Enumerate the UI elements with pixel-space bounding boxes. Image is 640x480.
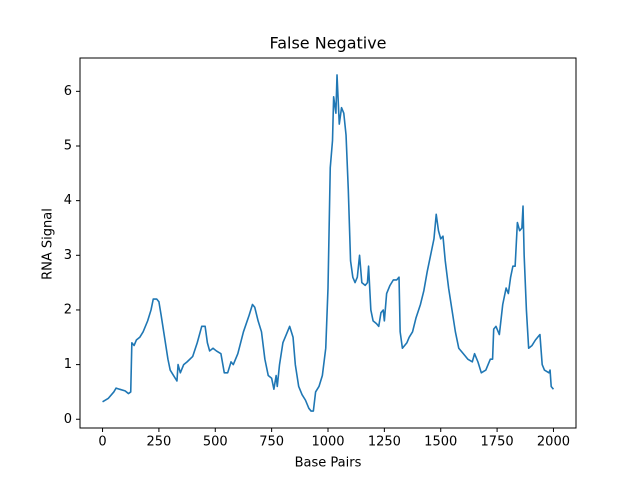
y-tick-label: 2: [64, 302, 72, 317]
y-tick-label: 6: [64, 84, 72, 99]
x-tick-label: 750: [259, 435, 284, 450]
x-tick-label: 500: [203, 435, 228, 450]
x-tick-label: 250: [146, 435, 171, 450]
y-axis-label: RNA Signal: [41, 208, 56, 280]
y-tick-label: 5: [64, 138, 72, 153]
x-tick-label: 0: [98, 435, 106, 450]
x-tick-label: 1750: [481, 435, 514, 450]
chart-title: False Negative: [269, 34, 386, 53]
x-tick-label: 1250: [368, 435, 401, 450]
y-tick-label: 3: [64, 248, 72, 263]
x-tick-label: 2000: [537, 435, 570, 450]
y-tick-label: 1: [64, 357, 72, 372]
y-tick-label: 0: [64, 412, 72, 427]
x-axis-label: Base Pairs: [295, 456, 362, 471]
x-tick-label: 1500: [424, 435, 457, 450]
data-line: [102, 74, 555, 412]
x-tick-label: 1000: [311, 435, 344, 450]
y-tick-label: 4: [64, 193, 72, 208]
plot-frame: [79, 57, 577, 429]
